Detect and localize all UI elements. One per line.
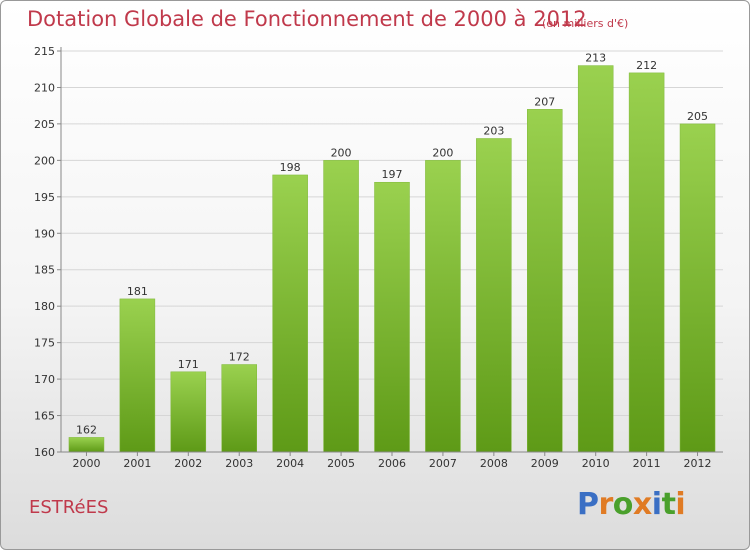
bar (119, 298, 156, 453)
bar (272, 174, 308, 453)
x-tick-label: 2008 (480, 457, 508, 470)
bar (476, 138, 512, 453)
bar (170, 371, 207, 453)
y-tick-label: 160 (34, 446, 55, 459)
bar-value-label: 200 (432, 146, 453, 159)
logo-letter: i (675, 487, 686, 522)
x-tick-label: 2007 (429, 457, 457, 470)
bar-value-label: 205 (687, 110, 708, 123)
x-tick-label: 2002 (174, 457, 202, 470)
y-tick-label: 195 (34, 191, 55, 204)
x-tick-label: 2000 (72, 457, 100, 470)
logo-letter: x (632, 487, 652, 522)
chart-title: Dotation Globale de Fonctionnement de 20… (27, 7, 587, 31)
bar (374, 181, 410, 453)
y-tick-label: 165 (34, 410, 55, 423)
x-tick-label: 2005 (327, 457, 355, 470)
bar-value-label: 203 (483, 124, 504, 137)
y-tick-label: 185 (34, 264, 55, 277)
y-tick-label: 190 (34, 227, 55, 240)
bar-value-label: 213 (585, 52, 606, 65)
y-tick-label: 175 (34, 337, 55, 350)
y-tick-label: 205 (34, 118, 55, 131)
x-tick-label: 2006 (378, 457, 406, 470)
bar-value-label: 181 (127, 285, 148, 298)
logo-letter: o (612, 487, 634, 522)
y-tick-label: 200 (34, 154, 55, 167)
bar-value-label: 162 (76, 423, 97, 436)
y-tick-label: 215 (34, 45, 55, 58)
logo-letter: i (651, 487, 662, 522)
logo-letter: t (661, 487, 676, 522)
x-tick-label: 2001 (123, 457, 151, 470)
bar (577, 65, 614, 453)
bars: 162 181 171 172 198 200 197 200 203 207 213 212 205 (68, 52, 716, 453)
x-tick-label: 2009 (531, 457, 559, 470)
bar-value-label: 212 (636, 59, 657, 72)
bar (68, 437, 105, 453)
proxiti-logo[interactable]: Proxiti (577, 487, 686, 522)
x-tick-label: 2003 (225, 457, 253, 470)
bar-value-label: 197 (382, 168, 403, 181)
x-tick-label: 2004 (276, 457, 304, 470)
bar (221, 364, 257, 453)
logo-letter: P (577, 487, 599, 522)
bar-value-label: 171 (178, 358, 199, 371)
y-tick-label: 170 (34, 373, 55, 386)
y-tick-label: 210 (34, 81, 55, 94)
logo-letter: r (598, 487, 614, 522)
bar (679, 123, 716, 453)
axes: 160 165 170 175 180 185 190 195 200 205 210 215 2000… (34, 45, 723, 470)
bar-value-label: 200 (331, 146, 352, 159)
bar (425, 160, 461, 453)
bar (323, 160, 359, 453)
bar (527, 109, 563, 453)
bar (628, 72, 665, 453)
bar-value-label: 207 (534, 95, 555, 108)
bar-value-label: 172 (229, 351, 250, 364)
chart-subtitle: (en milliers d'€) (542, 17, 629, 30)
y-tick-label: 180 (34, 300, 55, 313)
x-tick-label: 2012 (684, 457, 712, 470)
town-name: ESTRéES (29, 497, 109, 518)
bar-value-label: 198 (280, 161, 301, 174)
x-tick-label: 2010 (582, 457, 610, 470)
x-tick-label: 2011 (633, 457, 661, 470)
